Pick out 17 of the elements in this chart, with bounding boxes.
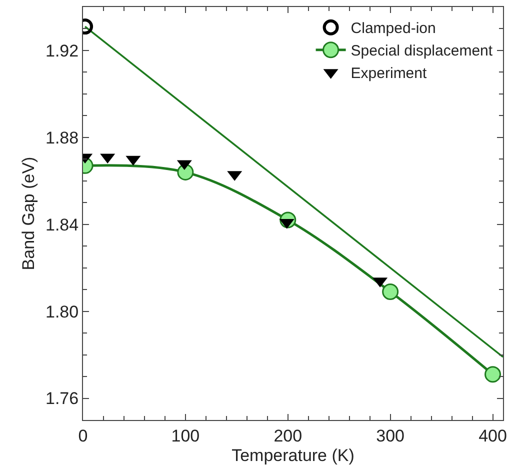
y-tick-label: 1.76 — [46, 389, 79, 408]
legend-label: Experiment — [350, 65, 428, 82]
x-tick-label: 400 — [478, 426, 507, 446]
x-axis-title: Temperature (K) — [232, 446, 354, 465]
legend-label: Special displacement — [350, 42, 494, 60]
x-tick-label: 200 — [274, 426, 302, 446]
y-tick-label: 1.84 — [46, 215, 79, 234]
y-tick-label: 1.92 — [46, 41, 79, 60]
y-tick-label: 1.80 — [46, 302, 79, 322]
point — [484, 366, 502, 383]
x-tick-label: 100 — [171, 426, 200, 446]
y-axis-title: Band Gap (eV) — [19, 156, 38, 270]
x-tick-label: 300 — [376, 426, 405, 446]
x-tick-label: 0 — [78, 426, 88, 446]
y-tick-label: 1.88 — [46, 128, 79, 148]
point — [382, 284, 399, 300]
legend-label: Clamped-ion — [350, 20, 436, 38]
